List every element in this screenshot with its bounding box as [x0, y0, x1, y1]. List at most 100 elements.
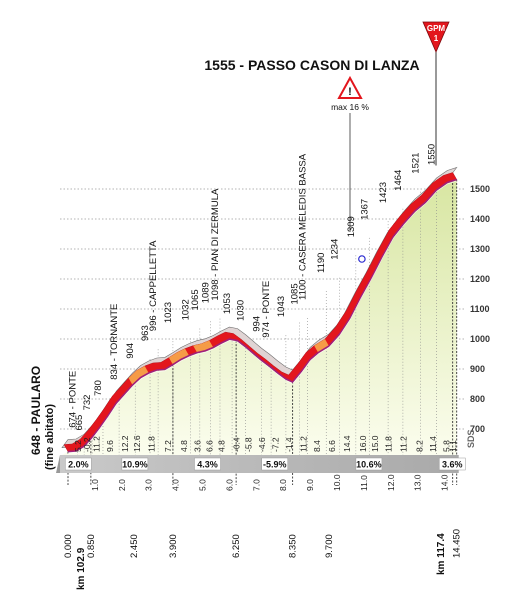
avg-gradient-label: 10.6% [356, 460, 382, 470]
waypoint-label: 1423 [378, 182, 389, 203]
avg-gradient-box [194, 457, 221, 471]
segment-gradient-label: -7.2 [270, 437, 280, 452]
waypoint-label: 1032 [180, 299, 191, 320]
waypoint-label: 1023 [163, 302, 174, 323]
watermark-label: SDS [466, 429, 476, 448]
distance-label: 14.450 [452, 529, 463, 558]
segment-gradient-label: 11.4 [428, 436, 438, 452]
segment-gradient-label: 16.0 [358, 435, 368, 452]
max-gradient-marker [358, 255, 366, 263]
waypoint-label: 1521 [410, 153, 421, 174]
avg-gradient-badge: 10.9% [121, 457, 149, 471]
waypoint-label: 732 [82, 395, 93, 411]
segment-gradient-label: 5.2 [73, 440, 83, 452]
waypoint-label: 1100 - CASERA MELEDIS BASSA [297, 153, 308, 300]
avg-gradient-badge: 4.3% [194, 457, 221, 471]
waypoint-label: 1098 - PIAN DI ZERMULA [210, 188, 221, 301]
avg-gradient-box [355, 457, 383, 471]
km-tick-label: 14.0 [440, 474, 450, 491]
km-end-label: km 117.4 [436, 533, 447, 575]
km-tick-label: 9.0 [305, 479, 315, 491]
segment-gradient-label: 11.8 [383, 436, 393, 452]
km-tick-label: 3.0 [144, 479, 154, 491]
segment-gradient-label: 11.2 [299, 436, 309, 452]
avg-gradient-label: 10.9% [122, 460, 148, 470]
avg-gradient-badge: 10.6% [355, 457, 383, 471]
waypoint-label: 1089 [201, 282, 212, 303]
y-tick-label: 700 [470, 424, 485, 434]
y-tick-label: 1500 [470, 184, 490, 194]
segment-gradient-label: 9.6 [105, 440, 115, 452]
segment-gradient-label: 4.8 [217, 440, 227, 452]
y-tick-label: 1400 [470, 214, 490, 224]
waypoint-label: 1464 [393, 170, 404, 191]
segment-gradient-label: 4.8 [179, 440, 189, 452]
ridge-bottom-edge [67, 178, 457, 453]
waypoint-label: 1065 [190, 289, 201, 310]
segment-gradient-label: 11.2 [92, 436, 102, 452]
km-tick-label: 11.0 [359, 475, 369, 491]
km-tick-label: 7.0 [251, 479, 261, 491]
segment-gradient-label: 12.2 [120, 435, 130, 452]
avg-gradient-label: -5.9% [263, 460, 287, 470]
segment-gradient-label: 1.1 [448, 440, 458, 452]
segment-gradient-label: -0.4 [231, 437, 241, 452]
waypoint-label: 1309 [346, 216, 357, 237]
segment-gradient-label: 8.4 [312, 440, 322, 452]
segment-gradient-label: 7.2 [163, 440, 173, 452]
km-tick-label: 4.0 [171, 479, 181, 491]
km-tick-label: 5.0 [198, 479, 208, 491]
segment-gradient-label: -5.8 [244, 437, 254, 452]
y-tick-label: 1200 [470, 274, 490, 284]
avg-gradient-label: 4.3% [197, 460, 218, 470]
waypoint-label: 1190 [316, 253, 327, 273]
segment-gradient-label: 6.6 [205, 440, 215, 452]
avg-gradient-box [65, 457, 92, 471]
ridge-orange-segment [168, 348, 190, 365]
distance-label: 8.350 [288, 534, 299, 558]
y-tick-label: 1000 [470, 334, 490, 344]
warning-mark: ! [348, 86, 352, 98]
distance-label: 6.250 [231, 534, 242, 558]
distance-label: 0.850 [86, 534, 97, 558]
distance-label: 9.700 [324, 534, 335, 558]
avg-gradient-box [439, 457, 466, 471]
waypoint-label: 1085 [289, 283, 300, 304]
waypoint-label: 780 [93, 380, 104, 396]
gpm-text: GPM [427, 24, 446, 33]
climb-title: 1555 - PASSO CASON DI LANZA [204, 57, 419, 73]
km-tick-label: 8.0 [278, 479, 288, 491]
y-tick-label: 1300 [470, 244, 490, 254]
waypoint-label: 1367 [359, 199, 370, 220]
km-tick-label: 13.0 [413, 474, 423, 491]
km-tick-label: 2.0 [117, 479, 127, 491]
waypoint-label: 1550 [427, 144, 438, 165]
steep-badge: ! max 16 % [331, 75, 369, 232]
waypoint-label: 665 [74, 415, 85, 431]
avg-gradient-badge: 2.0% [65, 457, 92, 471]
waypoint-label: 1053 [222, 293, 233, 314]
ridge-bottom-highlight [67, 180, 457, 454]
warning-triangle-icon [337, 75, 363, 99]
waypoint-label: 1030 [236, 300, 247, 321]
band-edge [56, 455, 60, 473]
steep-badge-text: max 16 % [331, 102, 369, 112]
start-note-label: (fine abitato) [44, 404, 56, 470]
gpm-triangle [422, 21, 450, 54]
avg-gradient-badge: -5.9% [261, 457, 288, 471]
segment-gradient-label: 15.0 [370, 435, 380, 452]
waypoint-label: 1043 [276, 296, 287, 317]
distance-label: 2.450 [129, 534, 140, 558]
km-tick-label: 10.0 [332, 474, 342, 491]
segment-gradient-label: 3.6 [192, 440, 202, 452]
segment-gradient-label: 12.6 [132, 435, 142, 452]
ridge-orange-segment [128, 366, 149, 385]
gpm-number: 1 [434, 34, 439, 43]
y-tick-label: 800 [470, 394, 485, 404]
km-start-label: km 102.9 [76, 547, 87, 590]
waypoint-label: 904 [125, 343, 136, 359]
km-tick-label: 6.0 [224, 479, 234, 491]
